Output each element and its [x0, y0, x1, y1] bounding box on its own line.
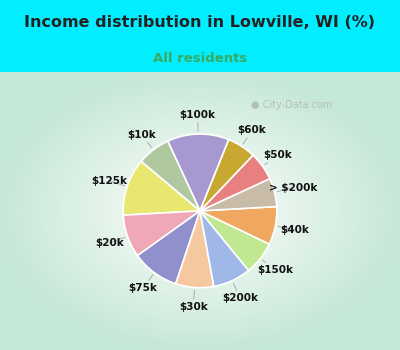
Text: $30k: $30k	[179, 290, 208, 312]
Text: All residents: All residents	[153, 52, 247, 65]
Wedge shape	[200, 211, 248, 286]
Text: ● City-Data.com: ● City-Data.com	[251, 100, 333, 110]
Text: $60k: $60k	[238, 125, 266, 144]
Wedge shape	[123, 161, 200, 215]
Wedge shape	[176, 211, 214, 288]
Text: $40k: $40k	[278, 225, 309, 235]
Text: > $200k: > $200k	[269, 183, 318, 193]
Wedge shape	[200, 206, 277, 244]
Text: $200k: $200k	[222, 283, 258, 303]
Text: $20k: $20k	[95, 237, 125, 248]
Text: $150k: $150k	[258, 260, 294, 275]
Text: $10k: $10k	[127, 130, 156, 148]
Wedge shape	[168, 134, 229, 211]
Text: $125k: $125k	[91, 176, 127, 186]
Wedge shape	[200, 155, 270, 211]
Wedge shape	[200, 140, 253, 211]
Wedge shape	[141, 141, 200, 211]
Wedge shape	[200, 178, 277, 211]
Wedge shape	[123, 211, 200, 256]
Text: $75k: $75k	[128, 275, 158, 293]
Text: $50k: $50k	[264, 150, 292, 164]
Wedge shape	[138, 211, 200, 284]
Wedge shape	[200, 211, 269, 271]
Text: $100k: $100k	[180, 110, 216, 131]
Text: Income distribution in Lowville, WI (%): Income distribution in Lowville, WI (%)	[24, 15, 376, 30]
